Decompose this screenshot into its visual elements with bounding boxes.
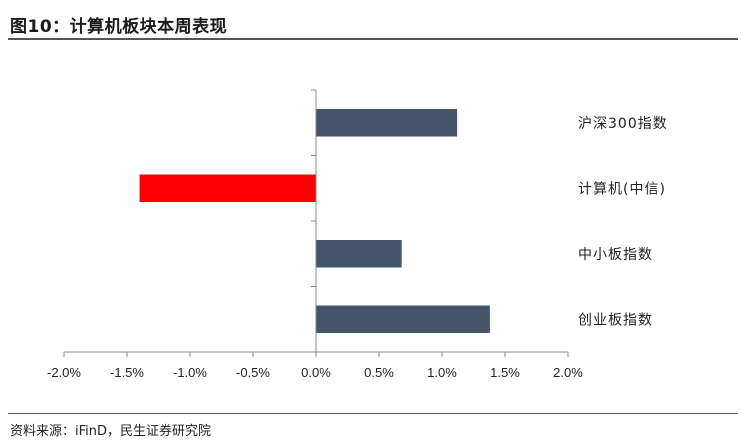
bar-3 xyxy=(316,305,490,334)
title-divider xyxy=(8,38,738,40)
x-tick-label: -2.0% xyxy=(47,365,81,380)
x-tick-label: 1.0% xyxy=(427,365,457,380)
x-tick-label: -0.5% xyxy=(236,365,270,380)
figure-title: 图10：计算机板块本周表现 xyxy=(10,17,228,37)
x-tick-label: 0.0% xyxy=(301,365,331,380)
category-label: 沪深300指数 xyxy=(578,116,668,132)
x-tick-label: -1.0% xyxy=(173,365,207,380)
footer-divider xyxy=(8,413,738,414)
category-label: 计算机(中信) xyxy=(578,181,666,197)
category-label: 创业板指数 xyxy=(578,312,653,328)
category-label: 中小板指数 xyxy=(578,247,653,263)
bar-1 xyxy=(139,174,316,203)
source-note: 资料来源：iFinD，民生证券研究院 xyxy=(10,424,212,439)
bar-2 xyxy=(316,239,402,268)
bar-0 xyxy=(316,108,458,137)
x-tick-label: 2.0% xyxy=(553,365,583,380)
x-tick-label: 1.5% xyxy=(490,365,520,380)
x-tick-label: -1.5% xyxy=(110,365,144,380)
x-tick-label: 0.5% xyxy=(364,365,394,380)
